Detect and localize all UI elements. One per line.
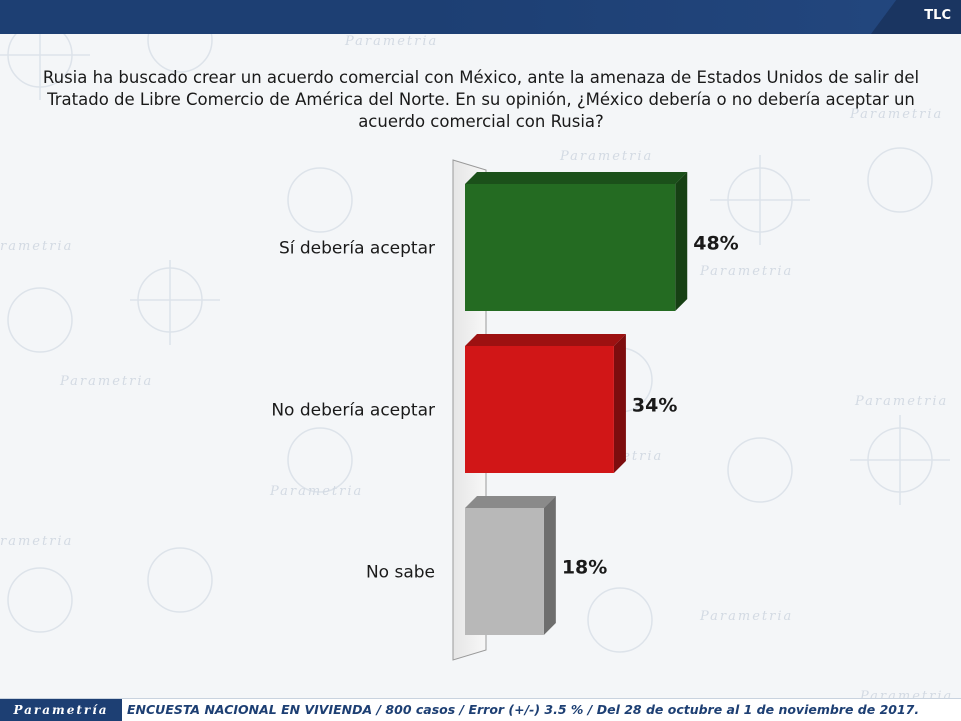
top-banner	[0, 0, 961, 34]
bar-side-1	[613, 334, 626, 473]
category-label-2: No sabe	[366, 563, 435, 583]
brand-logo: Parametría	[0, 699, 122, 721]
bar-1	[465, 346, 614, 473]
svg-text:Parametria: Parametria	[59, 374, 153, 389]
svg-text:Parametria: Parametria	[269, 484, 363, 499]
svg-text:Parametria: Parametria	[854, 394, 948, 409]
svg-text:Parametria: Parametria	[344, 34, 438, 49]
footer-note: ENCUESTA NACIONAL EN VIVIENDA / 800 caso…	[127, 702, 920, 717]
bar-top-1	[465, 334, 626, 346]
bar-top-2	[465, 496, 556, 508]
svg-text:Parametria: Parametria	[699, 264, 793, 279]
bar-side-0	[675, 172, 688, 311]
bar-0	[465, 184, 676, 311]
svg-text:rametria: rametria	[0, 239, 73, 254]
bar-2	[465, 508, 544, 635]
svg-text:Parametria: Parametria	[699, 609, 793, 624]
data-label-2: 18%	[562, 557, 607, 579]
svg-text:Parametria: Parametria	[559, 149, 653, 164]
svg-text:rametria: rametria	[0, 534, 73, 549]
data-label-1: 34%	[632, 395, 677, 417]
svg-text:Parametria: Parametria	[849, 107, 943, 122]
bar-top-0	[465, 172, 688, 184]
bar-side-2	[543, 496, 556, 635]
survey-question: Rusia ha buscado crear un acuerdo comerc…	[42, 68, 920, 131]
category-label-0: Sí debería aceptar	[279, 239, 435, 259]
footer: Parametría ENCUESTA NACIONAL EN VIVIENDA…	[0, 698, 961, 721]
category-label-1: No debería aceptar	[271, 401, 435, 421]
data-label-0: 48%	[693, 233, 738, 255]
section-label: TLC	[924, 8, 951, 23]
